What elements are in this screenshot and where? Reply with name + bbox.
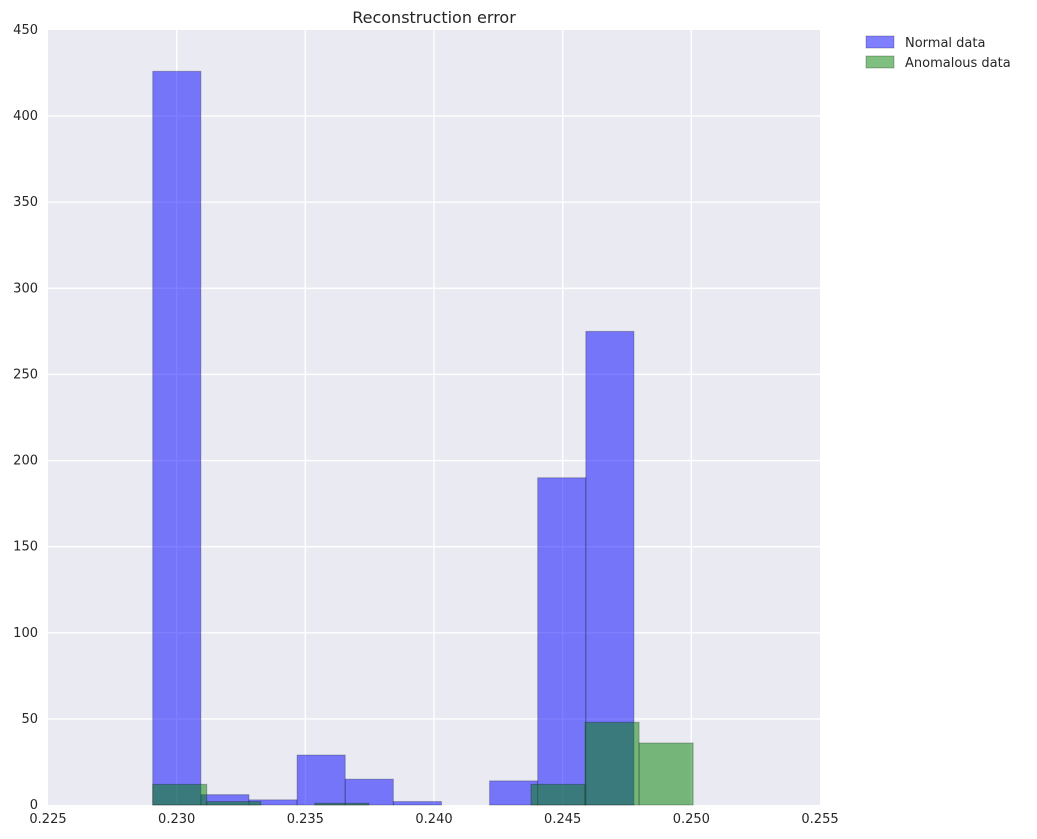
histogram-bar	[344, 778, 394, 806]
x-tick-label: 0.240	[415, 812, 452, 827]
x-tick-label: 0.255	[801, 812, 838, 827]
y-tick-label: 450	[13, 23, 38, 38]
y-axis-ticks: 0 50 100 150 200 250 300 350 400 450	[13, 23, 38, 813]
y-tick-label: 0	[30, 798, 38, 813]
histogram-bar	[638, 742, 694, 806]
legend-swatch	[865, 55, 895, 69]
histogram-bar	[296, 754, 346, 806]
y-tick-label: 50	[21, 712, 38, 727]
y-tick-label: 300	[13, 281, 38, 296]
histogram-bar	[152, 70, 202, 806]
y-tick-label: 100	[13, 626, 38, 641]
histogram-bar	[314, 802, 370, 806]
series-anomalous	[152, 721, 694, 806]
legend-label: Anomalous data	[905, 56, 1011, 71]
y-tick-label: 400	[13, 109, 38, 124]
x-tick-label: 0.230	[158, 812, 195, 827]
histogram-bar	[489, 780, 539, 806]
x-tick-label: 0.225	[29, 812, 66, 827]
histogram-bar	[206, 801, 262, 806]
legend-swatch	[865, 35, 895, 49]
y-tick-label: 250	[13, 367, 38, 382]
x-tick-label: 0.245	[544, 812, 581, 827]
legend-label: Normal data	[905, 36, 985, 51]
histogram-bar	[152, 783, 208, 806]
y-tick-label: 150	[13, 540, 38, 555]
histogram-bars	[152, 70, 694, 806]
histogram-bar	[530, 783, 586, 806]
chart-legend: Normal data Anomalous data	[865, 35, 1011, 71]
chart-title: Reconstruction error	[352, 8, 516, 27]
histogram-bar	[537, 477, 587, 806]
y-tick-label: 350	[13, 195, 38, 210]
histogram-bar	[392, 801, 442, 806]
histogram-bar	[584, 721, 640, 806]
x-axis-ticks: 0.225 0.230 0.235 0.240 0.245 0.250 0.255	[29, 812, 838, 827]
x-tick-label: 0.235	[287, 812, 324, 827]
y-tick-label: 200	[13, 454, 38, 469]
series-normal	[152, 70, 635, 806]
x-tick-label: 0.250	[673, 812, 710, 827]
